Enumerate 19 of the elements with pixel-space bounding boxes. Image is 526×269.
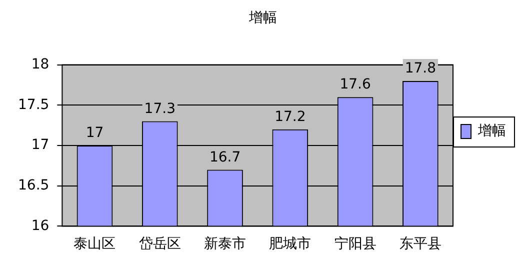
chart-title: 增幅 bbox=[248, 10, 277, 26]
data-label: 16.7 bbox=[209, 149, 241, 166]
y-tick-label: 17.5 bbox=[18, 96, 50, 113]
data-label: 17.6 bbox=[340, 76, 371, 93]
x-tick-label: 宁阳县 bbox=[334, 236, 376, 252]
legend-label: 增幅 bbox=[477, 123, 506, 140]
x-tick-label: 岱岳区 bbox=[138, 236, 181, 252]
y-tick-label: 17 bbox=[31, 137, 50, 154]
y-tick-label: 18 bbox=[31, 56, 50, 72]
y-tick-label: 16.5 bbox=[18, 177, 50, 194]
data-label: 17.8 bbox=[404, 60, 436, 77]
y-tick-label: 16 bbox=[31, 218, 50, 234]
x-tick-label: 新泰市 bbox=[204, 236, 246, 252]
data-label: 17 bbox=[86, 125, 104, 142]
x-tick-label: 东平县 bbox=[399, 236, 442, 252]
x-tick-label: 肥城市 bbox=[269, 236, 312, 252]
data-label: 17.3 bbox=[144, 100, 176, 117]
x-tick-label: 泰山区 bbox=[74, 236, 116, 252]
data-label: 17.2 bbox=[274, 109, 306, 125]
